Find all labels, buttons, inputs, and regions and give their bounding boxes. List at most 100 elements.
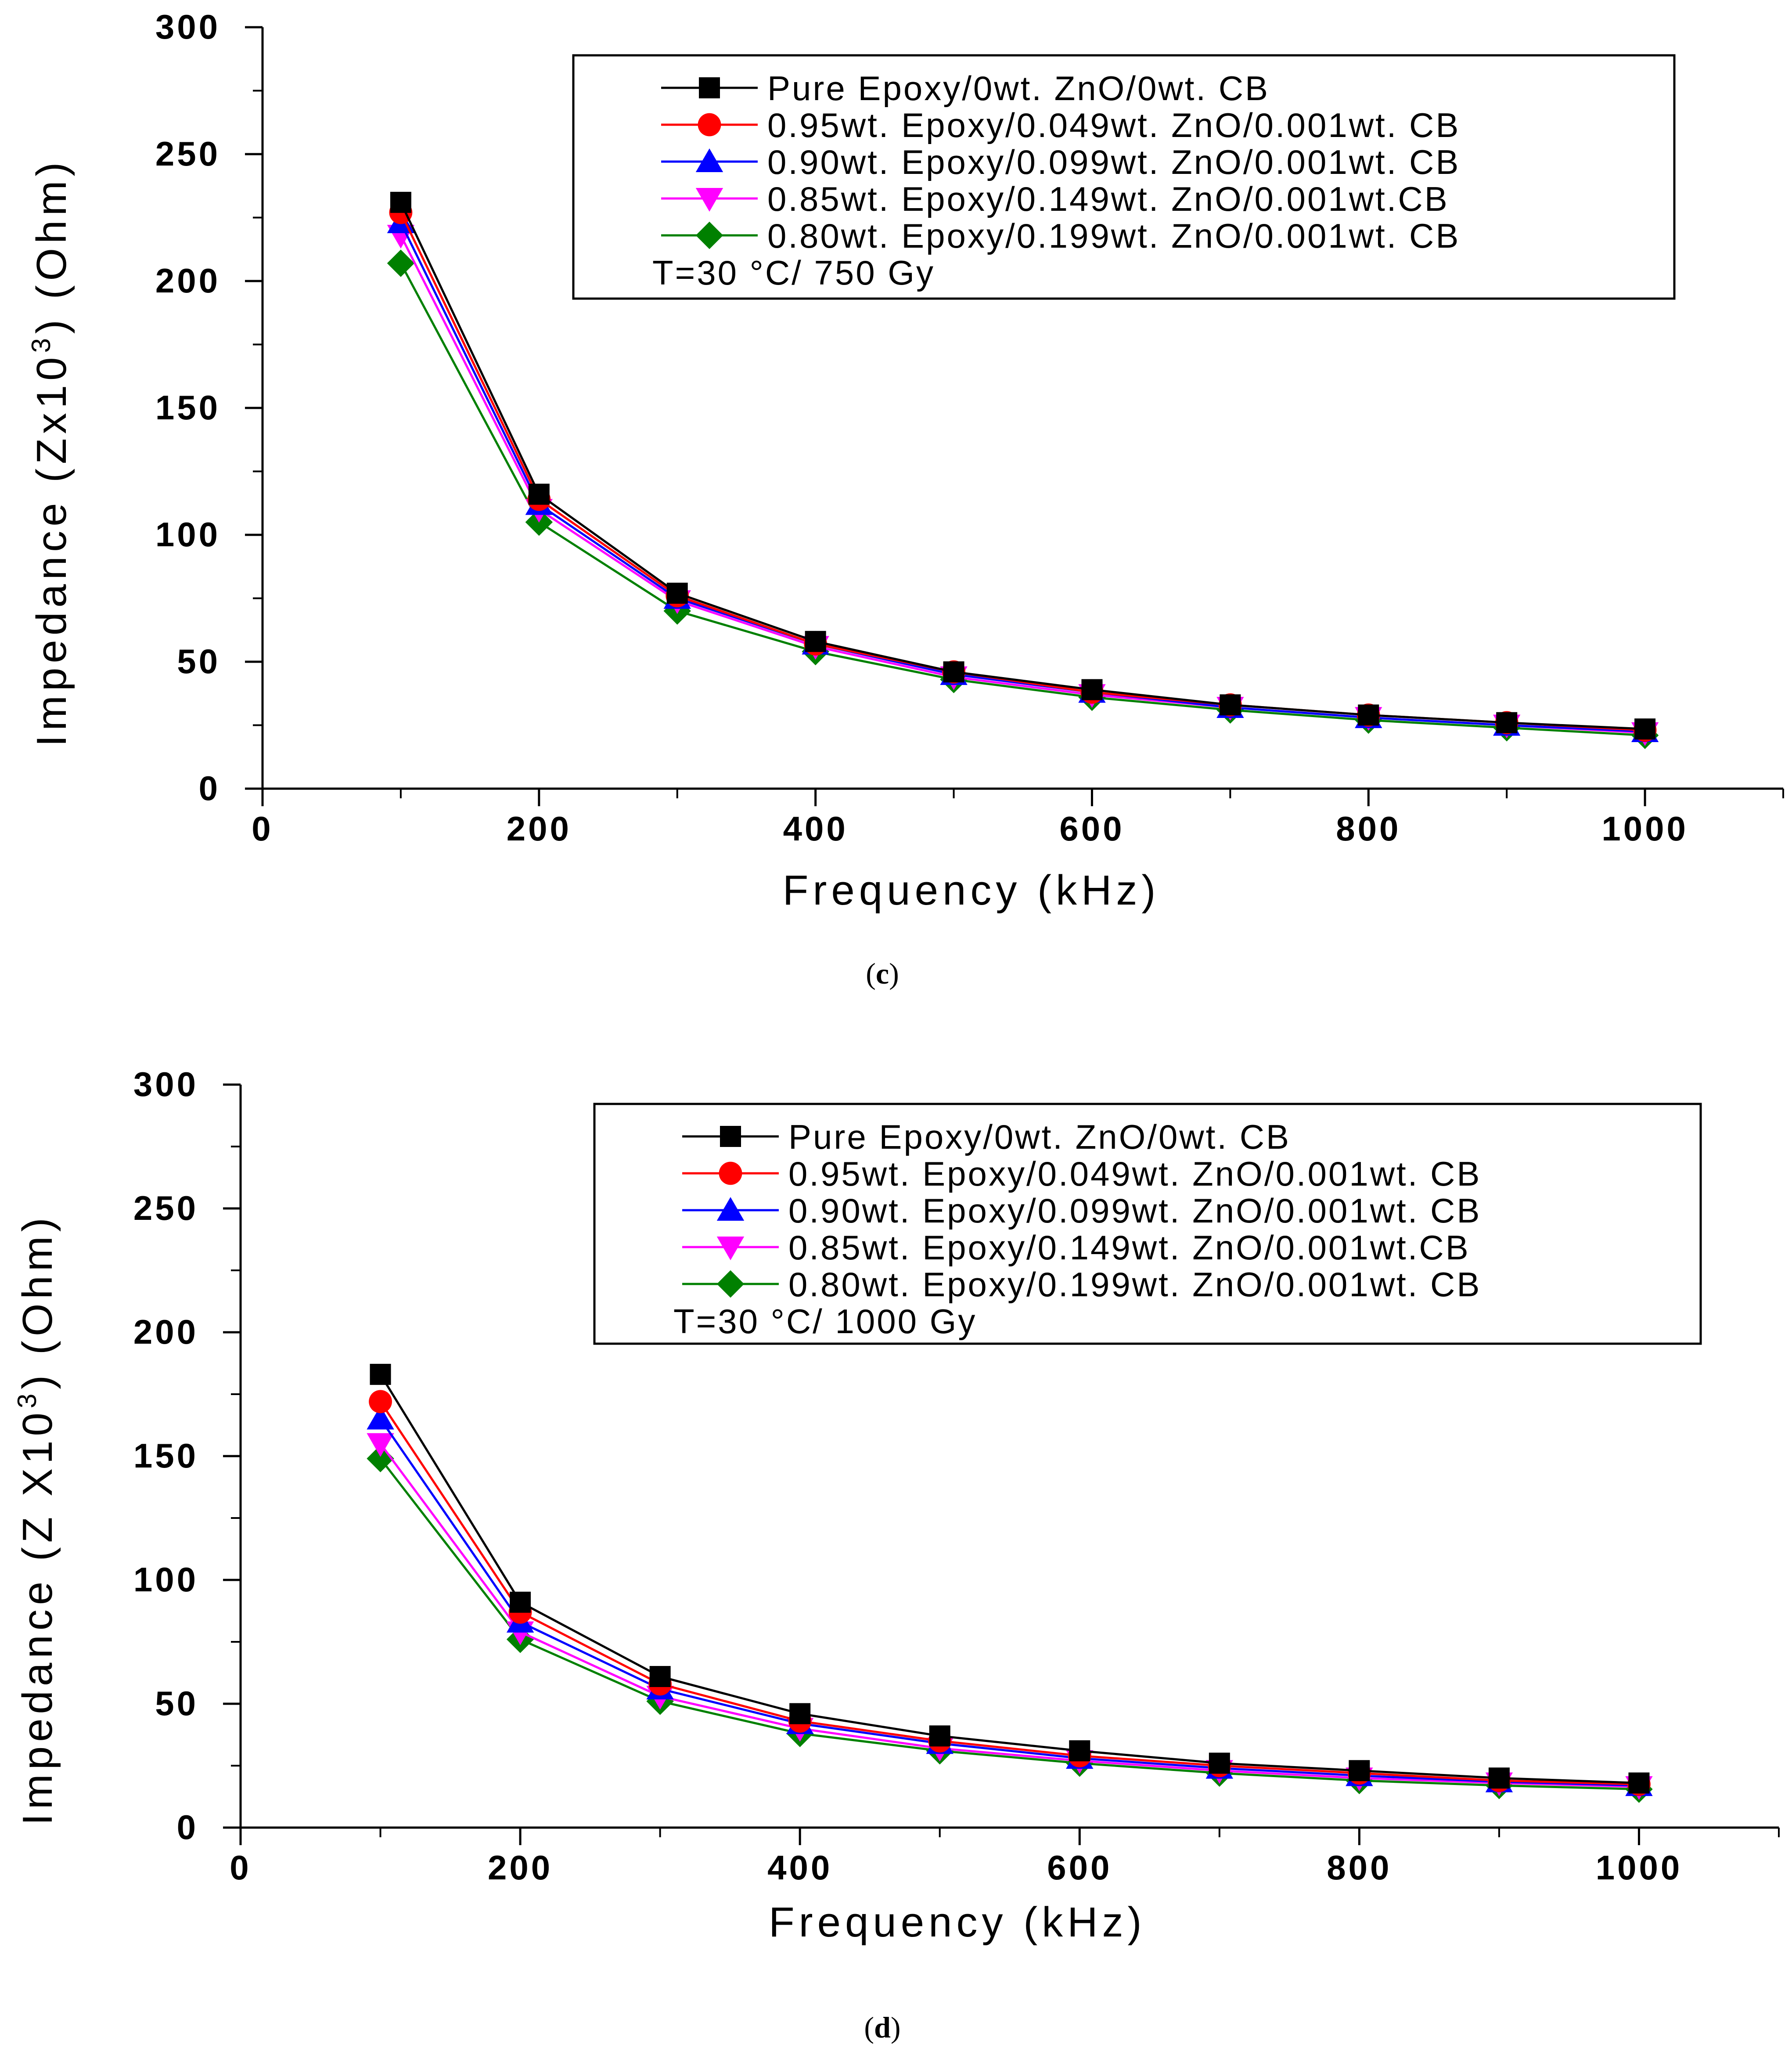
chart-panel-c: 0 50 100 150 200 250 300 0 200 400 600 800 1000 Frequ… <box>26 7 1784 990</box>
y-tick-label: 200 <box>155 261 220 300</box>
series-line <box>399 222 1645 733</box>
series-line <box>379 1401 1639 1785</box>
caption-open: ( <box>864 2011 874 2044</box>
x-tick-label: 800 <box>1336 809 1401 848</box>
legend-marker <box>719 1161 742 1185</box>
x-tick-label: 0 <box>252 809 273 848</box>
legend-marker <box>716 1197 745 1221</box>
legend-label: 0.90wt. Epoxy/0.099wt. ZnO/0.001wt. CB <box>767 143 1460 181</box>
x-tick-label: 1000 <box>1601 809 1688 848</box>
data-point <box>1349 1760 1370 1781</box>
data-point <box>1069 1740 1090 1762</box>
legend: Pure Epoxy/0wt. ZnO/0wt. CB0.95wt. Epoxy… <box>593 1103 1702 1345</box>
data-point <box>387 249 415 277</box>
data-point <box>943 661 964 683</box>
legend-marker <box>716 1237 745 1260</box>
legend-marker <box>699 77 720 98</box>
legend-marker <box>695 148 723 172</box>
y-tick-label: 0 <box>177 1808 198 1846</box>
legend-label: 0.95wt. Epoxy/0.049wt. ZnO/0.001wt. CB <box>767 106 1460 144</box>
y-axis-title-main: Impedance (Z X10 <box>14 1408 61 1825</box>
series-line <box>379 1443 1639 1788</box>
legend-label: Pure Epoxy/0wt. ZnO/0wt. CB <box>788 1118 1291 1156</box>
legend-label: 0.90wt. Epoxy/0.099wt. ZnO/0.001wt. CB <box>788 1191 1481 1230</box>
legend-label: 0.85wt. Epoxy/0.149wt. ZnO/0.001wt.CB <box>788 1228 1470 1267</box>
x-tick-label: 400 <box>783 809 848 848</box>
data-point <box>367 1433 394 1457</box>
y-tick-label: 150 <box>155 388 220 427</box>
y-tick-label: 100 <box>155 515 220 554</box>
data-point <box>666 582 688 604</box>
y-axis-title: Impedance (Zx103) (Ohm) <box>26 158 75 746</box>
x-tick-label: 600 <box>1047 1848 1112 1887</box>
data-point <box>510 1591 531 1613</box>
caption-close: ) <box>891 2011 901 2044</box>
data-point <box>929 1725 950 1747</box>
data-point <box>789 1703 811 1724</box>
legend-label: 0.85wt. Epoxy/0.149wt. ZnO/0.001wt.CB <box>767 180 1449 218</box>
data-point <box>369 1390 392 1414</box>
legend-label: 0.80wt. Epoxy/0.199wt. ZnO/0.001wt. CB <box>767 216 1460 255</box>
x-tick-label: 200 <box>488 1848 553 1887</box>
y-tick-label: 250 <box>133 1189 198 1227</box>
data-point <box>1220 694 1241 716</box>
x-axis-title: Frequency (kHz) <box>769 1899 1146 1946</box>
caption-open: ( <box>866 957 876 990</box>
legend-box <box>572 54 1676 300</box>
legend-label: 0.80wt. Epoxy/0.199wt. ZnO/0.001wt. CB <box>788 1265 1481 1304</box>
condition-annotation: T=30 °C/ 1000 Gy <box>673 1302 977 1341</box>
legend-marker <box>698 113 721 137</box>
legend: Pure Epoxy/0wt. ZnO/0wt. CB0.95wt. Epoxy… <box>572 54 1676 300</box>
legend-marker <box>695 188 723 212</box>
data-point <box>1628 1772 1650 1794</box>
x-tick-label: 600 <box>1059 809 1124 848</box>
x-tick-label: 1000 <box>1596 1848 1683 1887</box>
series-0 <box>370 1363 1650 1794</box>
y-tick-label: 300 <box>133 1065 198 1103</box>
y-tick-label: 100 <box>133 1560 198 1599</box>
data-point <box>649 1666 671 1687</box>
y-axis-title-unit: ) (Ohm) <box>14 1213 61 1389</box>
y-tick-label: 200 <box>133 1313 198 1351</box>
data-point <box>1081 679 1103 700</box>
data-point <box>1358 704 1379 726</box>
chart-panel-d: 0 50 100 150 200 250 300 0 200 400 600 800 1000 Frequ… <box>12 1065 1780 2044</box>
legend-marker <box>716 1270 745 1298</box>
series-line <box>379 1458 1639 1791</box>
series-line <box>399 263 1645 737</box>
y-tick-label: 50 <box>177 642 220 681</box>
caption-close: ) <box>889 957 899 990</box>
data-point <box>367 1406 394 1430</box>
x-tick-label: 0 <box>230 1848 251 1887</box>
legend-box <box>593 1103 1702 1345</box>
x-tick-label: 800 <box>1327 1848 1392 1887</box>
y-axis-title-main: Impedance (Zx10 <box>28 353 75 746</box>
series-line <box>399 202 1645 730</box>
y-tick-label: 250 <box>155 134 220 173</box>
y-axis-title-unit: ) (Ohm) <box>28 158 75 334</box>
legend-marker <box>695 221 723 249</box>
x-tick-label: 200 <box>507 809 572 848</box>
y-axis-title-exponent: 3 <box>12 1389 42 1408</box>
panel-caption: (c) <box>866 957 899 990</box>
y-tick-label: 300 <box>155 7 220 46</box>
data-point <box>1496 712 1518 733</box>
data-point <box>1209 1752 1230 1774</box>
series-line <box>379 1374 1639 1784</box>
data-point <box>1488 1767 1510 1789</box>
y-axis-title-exponent: 3 <box>26 334 56 353</box>
condition-annotation: T=30 °C/ 750 Gy <box>652 253 935 292</box>
data-point <box>390 191 411 213</box>
data-point <box>370 1363 391 1385</box>
legend-label: Pure Epoxy/0wt. ZnO/0wt. CB <box>767 69 1270 108</box>
y-tick-label: 150 <box>133 1436 198 1475</box>
x-axis-title: Frequency (kHz) <box>783 867 1160 914</box>
panel-caption: (d) <box>864 2011 900 2044</box>
y-axis-title: Impedance (Z X103) (Ohm) <box>12 1213 61 1825</box>
legend-marker <box>720 1126 741 1147</box>
data-point <box>528 483 550 505</box>
y-tick-label: 50 <box>155 1684 198 1723</box>
